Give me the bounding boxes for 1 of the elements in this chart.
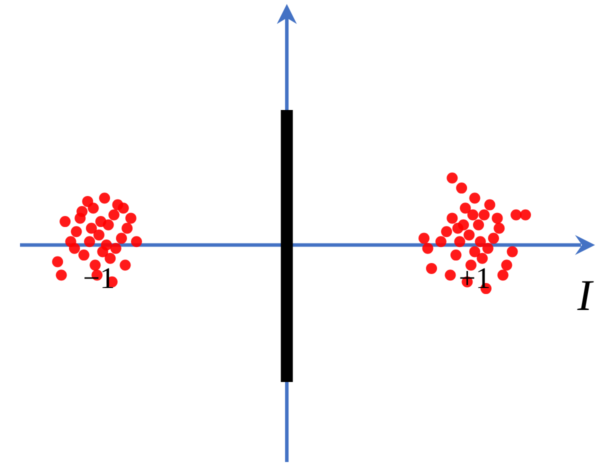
- x-axis-title: I: [576, 271, 594, 320]
